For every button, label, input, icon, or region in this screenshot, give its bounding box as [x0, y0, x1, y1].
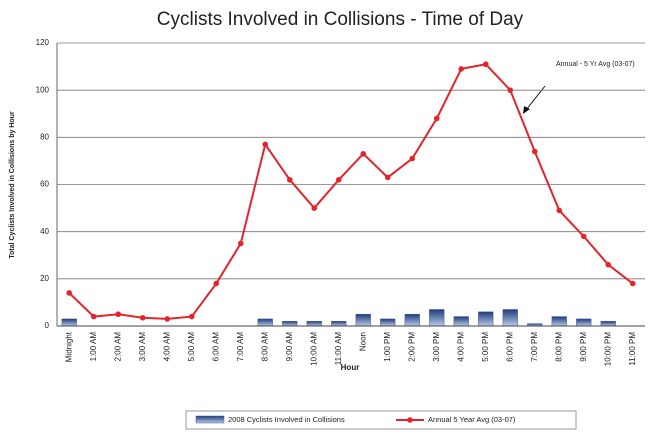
legend-swatch: [195, 415, 225, 424]
x-tick-label: 8:00 PM: [554, 332, 563, 362]
bar: [453, 316, 469, 327]
x-tick-label: 4:00 PM: [456, 332, 465, 362]
annotation: Annual - 5 Yr Avg (03-07): [556, 61, 635, 68]
bar: [576, 318, 592, 327]
point: [433, 115, 440, 122]
bar: [61, 318, 77, 327]
point: [360, 151, 367, 157]
x-tick-label: 5:00 PM: [481, 332, 490, 362]
point: [531, 148, 538, 155]
legend-swatch: [407, 417, 413, 423]
y-tick-label: 60: [40, 180, 49, 189]
point: [335, 176, 342, 183]
y-axis-title: Total Cyclists Involved in Collisions by…: [9, 111, 16, 259]
x-tick-label: 6:00 AM: [211, 332, 220, 362]
point: [164, 316, 171, 322]
x-tick-label: Noon: [358, 332, 367, 351]
x-tick-label: 1:00 PM: [383, 332, 392, 362]
y-tick-label: 120: [36, 38, 50, 47]
point: [311, 205, 318, 211]
x-tick-label: 11:00 AM: [334, 332, 343, 366]
x-tick-label: 7:00 PM: [530, 332, 539, 362]
point: [188, 313, 195, 320]
point: [213, 280, 220, 287]
point: [580, 233, 587, 240]
x-tick-label: 6:00 PM: [505, 332, 514, 362]
x-axis-title: Hour: [341, 363, 360, 372]
chart-title: Cyclists Involved in Collisions - Time o…: [157, 9, 524, 30]
point: [482, 61, 489, 68]
y-tick-label: 80: [40, 132, 49, 141]
x-tick-label: 4:00 AM: [162, 332, 171, 362]
x-tick-label: 9:00 PM: [579, 332, 588, 362]
point: [507, 87, 514, 93]
point: [286, 176, 293, 183]
x-tick-label: Midnight: [64, 331, 73, 362]
x-tick-label: 8:00 AM: [260, 332, 269, 362]
x-tick-label: 7:00 AM: [236, 332, 245, 362]
x-tick-label: 11:00 PM: [628, 332, 637, 366]
bar: [355, 313, 371, 327]
x-tick-label: 10:00 PM: [603, 332, 612, 367]
x-tick-label: 5:00 AM: [187, 332, 196, 362]
x-tick-label: 10:00 AM: [309, 332, 318, 366]
y-tick-label: 100: [36, 85, 50, 94]
point: [629, 280, 636, 287]
bar: [404, 313, 420, 327]
point: [262, 141, 269, 148]
bar: [257, 318, 273, 327]
annotation-arrowhead: [523, 106, 530, 114]
point: [409, 155, 416, 162]
bar: [478, 311, 494, 327]
bar: [282, 321, 298, 327]
x-tick-label: 3:00 AM: [138, 332, 147, 362]
annotation-arrow: [525, 85, 546, 111]
point: [605, 261, 612, 268]
point: [115, 311, 122, 318]
point: [556, 207, 563, 214]
point: [384, 174, 391, 181]
bar: [380, 318, 396, 327]
point: [237, 240, 244, 247]
line: [68, 63, 634, 320]
bar: [306, 321, 322, 327]
x-tick-label: 2:00 PM: [407, 332, 416, 362]
bar: [331, 321, 347, 327]
legend-label: Annual 5 Year Avg (03-07): [428, 415, 516, 424]
legend-box: [185, 410, 577, 430]
point: [90, 313, 97, 320]
x-tick-label: 1:00 AM: [89, 332, 98, 362]
point: [458, 66, 465, 72]
bar: [502, 309, 518, 327]
y-tick-label: 40: [40, 227, 49, 236]
bar: [600, 321, 616, 327]
bar: [429, 309, 445, 327]
x-tick-label: 2:00 AM: [113, 332, 122, 362]
x-tick-label: 3:00 PM: [432, 332, 441, 362]
y-tick-label: 0: [45, 321, 50, 330]
x-tick-label: 9:00 AM: [285, 332, 294, 362]
point: [66, 290, 73, 296]
legend-label: 2008 Cyclists Involved in Collisions: [228, 415, 345, 424]
y-tick-label: 20: [40, 274, 49, 283]
point: [139, 314, 146, 321]
bar: [551, 316, 567, 327]
